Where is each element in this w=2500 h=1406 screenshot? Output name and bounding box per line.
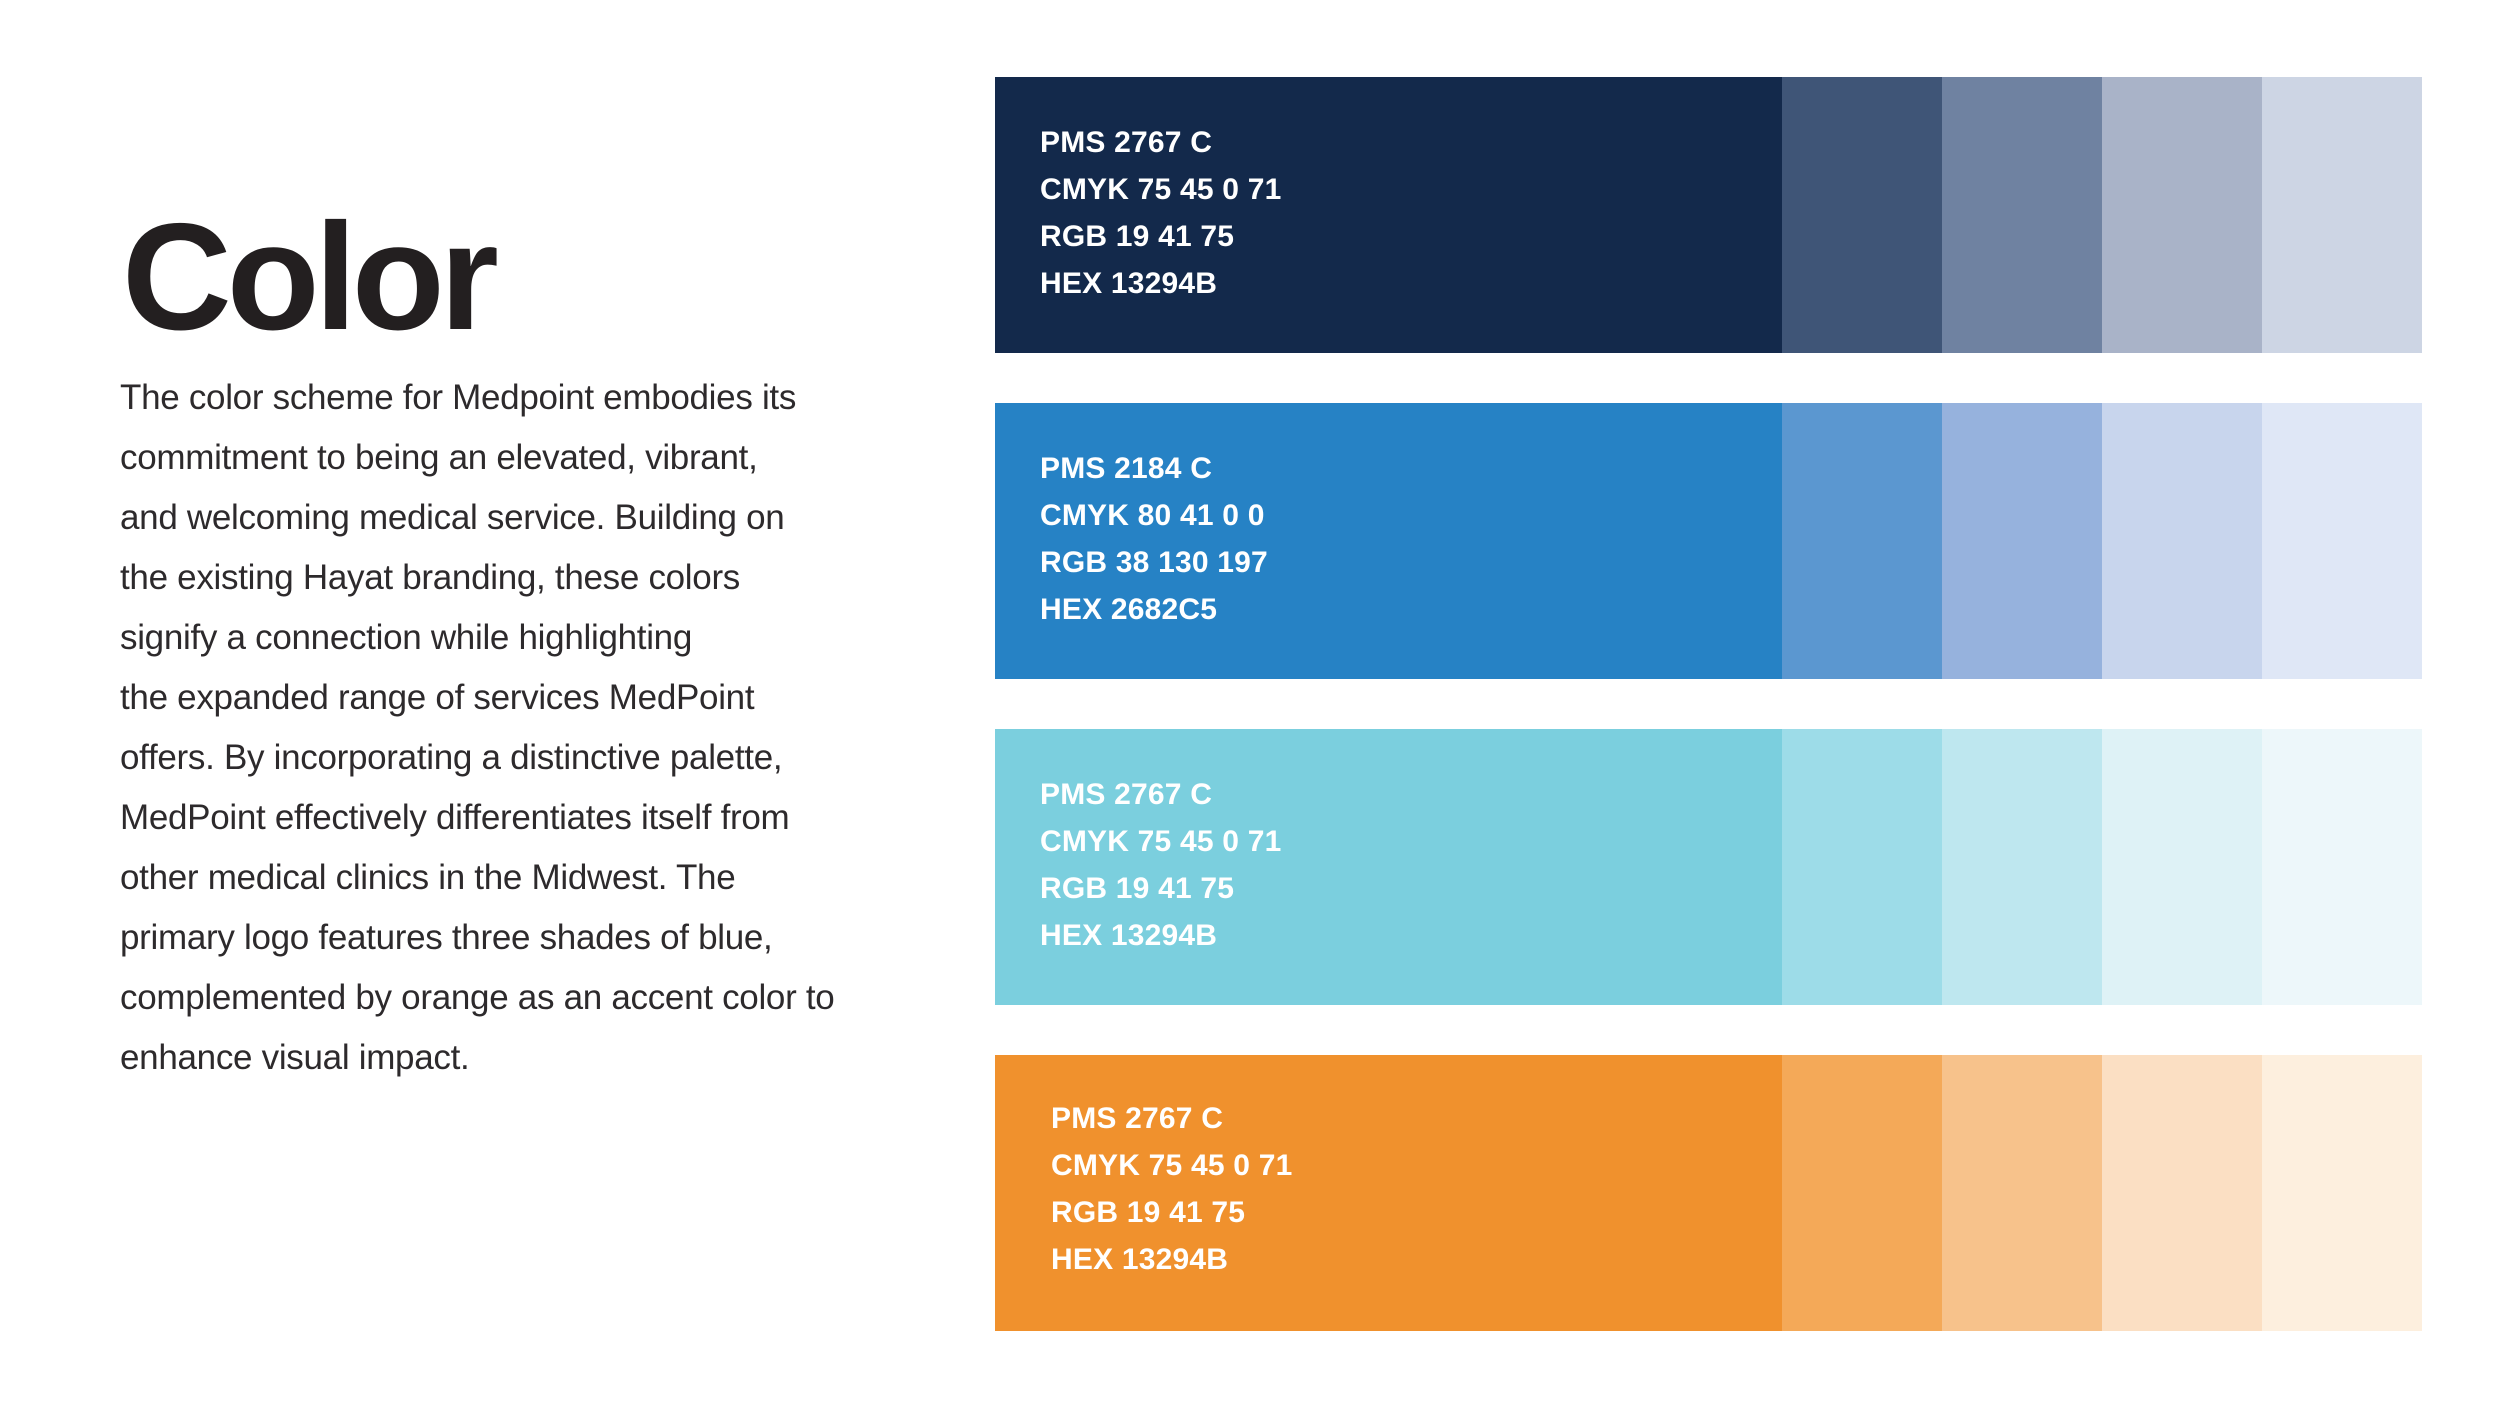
rgb-label: RGB 19 41 75 xyxy=(1040,220,1235,253)
tint-swatch-20 xyxy=(2262,77,2422,353)
swatch-main-navy: PMS 2767 C CMYK 75 45 0 71 RGB 19 41 75 … xyxy=(995,77,1782,353)
cmyk-label: CMYK 75 45 0 71 xyxy=(1040,173,1282,206)
tint-swatch-40 xyxy=(2102,1055,2262,1331)
tint-swatch-60 xyxy=(1942,77,2102,353)
paragraph-line: offers. By incorporating a distinctive p… xyxy=(120,738,783,777)
tint-swatch-60 xyxy=(1942,1055,2102,1331)
swatch-row-sky: PMS 2767 C CMYK 75 45 0 71 RGB 19 41 75 … xyxy=(995,729,2422,1005)
tint-swatch-40 xyxy=(2102,403,2262,679)
tint-swatch-40 xyxy=(2102,729,2262,1005)
swatch-labels: PMS 2767 C CMYK 75 45 0 71 RGB 19 41 75 … xyxy=(1051,1095,1782,1283)
tint-swatch-80 xyxy=(1782,77,1942,353)
paragraph-line: other medical clinics in the Midwest. Th… xyxy=(120,858,736,897)
tint-swatch-20 xyxy=(2262,403,2422,679)
paragraph-line: enhance visual impact. xyxy=(120,1038,470,1077)
pms-label: PMS 2184 C xyxy=(1040,452,1213,485)
paragraph-line: primary logo features three shades of bl… xyxy=(120,918,773,957)
paragraph-line: complemented by orange as an accent colo… xyxy=(120,978,835,1017)
swatch-labels: PMS 2767 C CMYK 75 45 0 71 RGB 19 41 75 … xyxy=(1040,119,1782,307)
tint-swatch-60 xyxy=(1942,403,2102,679)
hex-label: HEX 13294B xyxy=(1051,1243,1229,1276)
pms-label: PMS 2767 C xyxy=(1051,1102,1224,1135)
swatch-main-orange: PMS 2767 C CMYK 75 45 0 71 RGB 19 41 75 … xyxy=(995,1055,1782,1331)
swatch-row-blue: PMS 2184 C CMYK 80 41 0 0 RGB 38 130 197… xyxy=(995,403,2422,679)
paragraph-line: The color scheme for Medpoint embodies i… xyxy=(120,378,797,417)
cmyk-label: CMYK 75 45 0 71 xyxy=(1040,825,1282,858)
tint-swatch-40 xyxy=(2102,77,2262,353)
tint-swatch-60 xyxy=(1942,729,2102,1005)
paragraph-line: commitment to being an elevated, vibrant… xyxy=(120,438,758,477)
pms-label: PMS 2767 C xyxy=(1040,778,1213,811)
paragraph-line: and welcoming medical service. Building … xyxy=(120,498,785,537)
pms-label: PMS 2767 C xyxy=(1040,126,1213,159)
page-title: Color xyxy=(122,191,499,362)
swatch-labels: PMS 2184 C CMYK 80 41 0 0 RGB 38 130 197… xyxy=(1040,445,1782,633)
rgb-label: RGB 38 130 197 xyxy=(1040,546,1268,579)
hex-label: HEX 13294B xyxy=(1040,919,1218,952)
cmyk-label: CMYK 75 45 0 71 xyxy=(1051,1149,1293,1182)
tint-swatch-20 xyxy=(2262,729,2422,1005)
tint-swatch-80 xyxy=(1782,729,1942,1005)
swatch-row-navy: PMS 2767 C CMYK 75 45 0 71 RGB 19 41 75 … xyxy=(995,77,2422,353)
tint-swatch-80 xyxy=(1782,403,1942,679)
tint-swatch-20 xyxy=(2262,1055,2422,1331)
swatch-main-blue: PMS 2184 C CMYK 80 41 0 0 RGB 38 130 197… xyxy=(995,403,1782,679)
swatch-labels: PMS 2767 C CMYK 75 45 0 71 RGB 19 41 75 … xyxy=(1040,771,1782,959)
paragraph-line: the expanded range of services MedPoint xyxy=(120,678,755,717)
rgb-label: RGB 19 41 75 xyxy=(1051,1196,1246,1229)
rgb-label: RGB 19 41 75 xyxy=(1040,872,1235,905)
swatch-main-sky: PMS 2767 C CMYK 75 45 0 71 RGB 19 41 75 … xyxy=(995,729,1782,1005)
paragraph-line: signify a connection while highlighting xyxy=(120,618,693,657)
hex-label: HEX 2682C5 xyxy=(1040,593,1218,626)
tint-swatch-80 xyxy=(1782,1055,1942,1331)
paragraph-line: the existing Hayat branding, these color… xyxy=(120,558,741,597)
intro-paragraph: The color scheme for Medpoint embodies i… xyxy=(120,368,980,1088)
paragraph-line: MedPoint effectively differentiates itse… xyxy=(120,798,790,837)
swatch-row-orange: PMS 2767 C CMYK 75 45 0 71 RGB 19 41 75 … xyxy=(995,1055,2422,1331)
cmyk-label: CMYK 80 41 0 0 xyxy=(1040,499,1265,532)
color-swatch-panel: PMS 2767 C CMYK 75 45 0 71 RGB 19 41 75 … xyxy=(995,77,2422,1331)
hex-label: HEX 13294B xyxy=(1040,267,1218,300)
